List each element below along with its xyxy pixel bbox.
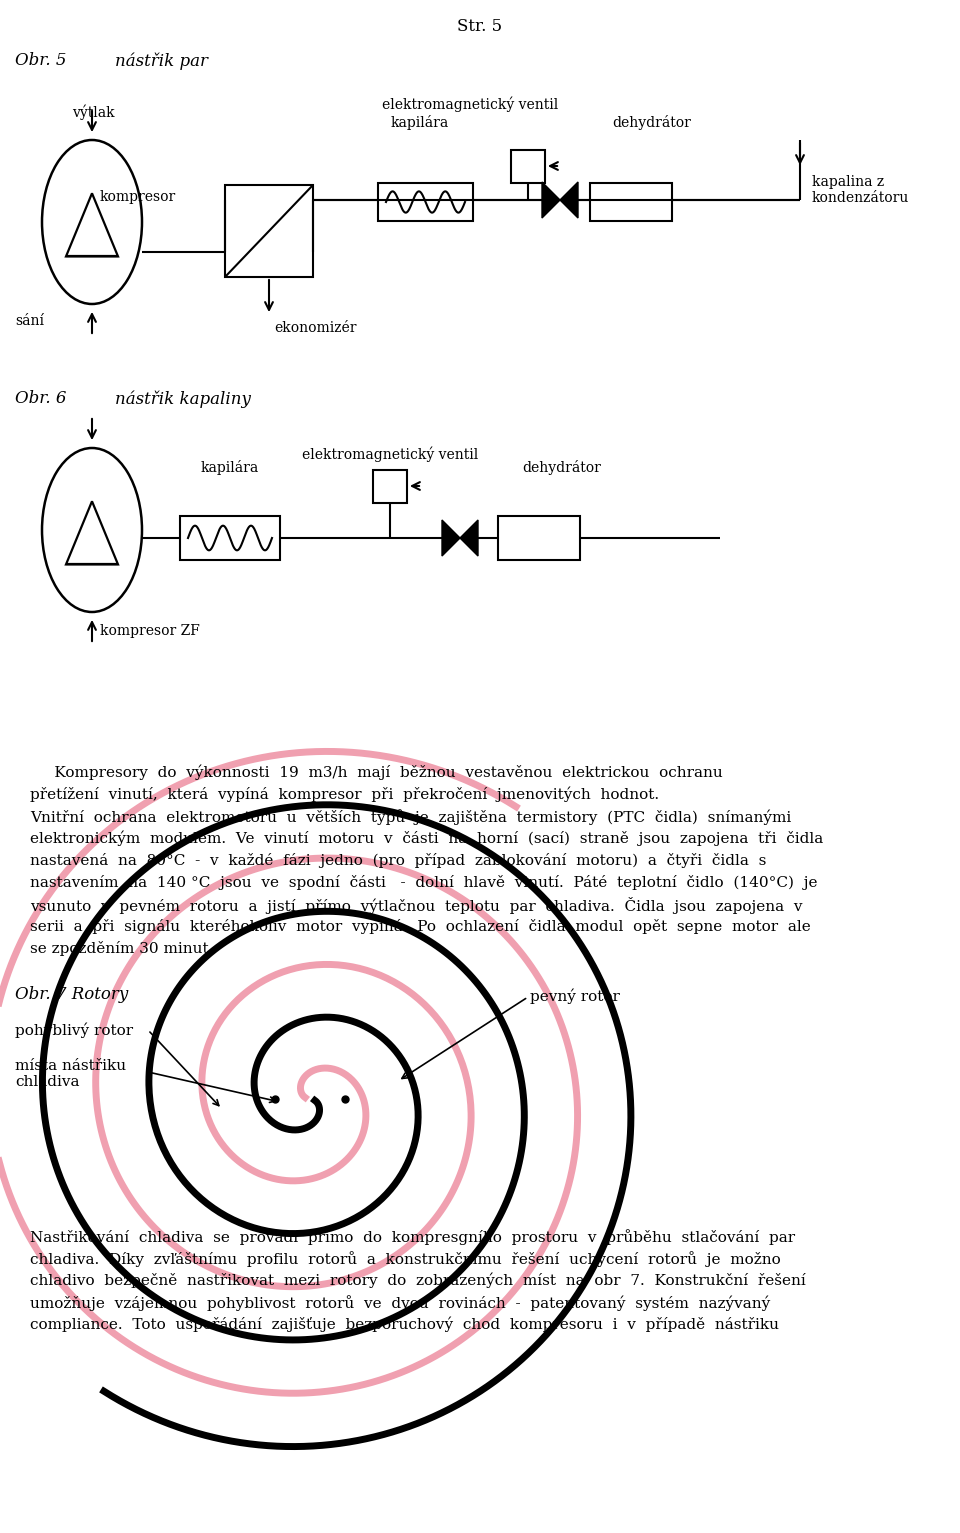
Polygon shape — [460, 520, 478, 556]
Text: chladivo  bezpečně  nastřikovat  mezi  rotory  do  zobrazených  míst  na  obr  7: chladivo bezpečně nastřikovat mezi rotor… — [30, 1272, 805, 1289]
Text: nastavená  na  80°C  -  v  každé  fázi  jedno  (pro  případ  zablokování  motoru: nastavená na 80°C - v každé fázi jedno (… — [30, 852, 766, 868]
Text: Kompresory  do  výkonnosti  19  m3/h  mají  běžnou  vestavěnou  elektrickou  och: Kompresory do výkonnosti 19 m3/h mají bě… — [30, 765, 723, 780]
Bar — [180, 517, 280, 560]
Text: nástřik par: nástřik par — [115, 52, 208, 69]
Text: Obr. 7 Rotory: Obr. 7 Rotory — [15, 986, 129, 1003]
Text: se zpožděním 30 minut.: se zpožděním 30 minut. — [30, 941, 213, 957]
Text: elektronickým  modulem.  Ve  vinutí  motoru  v  části  na  horní  (sací)  straně: elektronickým modulem. Ve vinutí motoru … — [30, 831, 824, 846]
Polygon shape — [560, 182, 578, 218]
Bar — [373, 471, 407, 503]
Bar — [511, 150, 545, 182]
Polygon shape — [542, 182, 560, 218]
Text: pohyblivý rotor: pohyblivý rotor — [15, 1023, 133, 1038]
Text: Obr. 6: Obr. 6 — [15, 389, 66, 406]
Text: chladiva.  Díky  zvľáštnímu  profilu  rotorů  a  konstrukčnímu  řešení  uchycení: chladiva. Díky zvľáštnímu profilu rotorů… — [30, 1251, 780, 1266]
Text: ekonomizér: ekonomizér — [274, 320, 356, 336]
Text: serii  a  při  signálu  kteréhokoliv  motor  vypíná.  Po  ochlazení  čidla  modu: serii a při signálu kteréhokoliv motor v… — [30, 918, 811, 934]
Text: dehydrátor: dehydrátor — [612, 115, 691, 130]
Bar — [225, 185, 313, 277]
Text: compliance.  Toto  uspořádání  zajišťuje  bezporuchový  chod  kompresoru  i  v  : compliance. Toto uspořádání zajišťuje be… — [30, 1317, 779, 1332]
Text: Nastřikování  chladiva  se  provádí  přímo  do  kompresgního  prostoru  v  průbě: Nastřikování chladiva se provádí přímo d… — [30, 1229, 795, 1245]
Text: nástřik kapaliny: nástřik kapaliny — [115, 389, 251, 408]
Text: výtlak: výtlak — [72, 104, 114, 120]
Bar — [498, 517, 580, 560]
Text: umožňuje  vzájemnou  pohyblivost  rotorů  ve  dvou  rovinách  -  patentovaný  sy: umožňuje vzájemnou pohyblivost rotorů ve… — [30, 1295, 770, 1311]
Text: elektromagnetický ventil: elektromagnetický ventil — [382, 97, 558, 112]
Bar — [378, 182, 473, 221]
Text: kapilára: kapilára — [201, 460, 259, 475]
Text: Obr. 5: Obr. 5 — [15, 52, 66, 69]
Text: dehydrátor: dehydrátor — [522, 460, 601, 475]
Text: elektromagnetický ventil: elektromagnetický ventil — [301, 448, 478, 463]
Text: Str. 5: Str. 5 — [457, 18, 503, 35]
Text: vsunuto  v  pevném  rotoru  a  jistí  přímo  výtlačnou  teplotu  par  chladiva. : vsunuto v pevném rotoru a jistí přímo vý… — [30, 897, 803, 914]
Text: kompresor: kompresor — [100, 190, 177, 204]
Text: pevný rotor: pevný rotor — [530, 989, 620, 1004]
Text: nastavením  na  140 °C  jsou  ve  spodní  části   -  dolní  hlavě  vinutí.  Páté: nastavením na 140 °C jsou ve spodní část… — [30, 875, 818, 891]
Text: místa nástřiku
chladiva: místa nástřiku chladiva — [15, 1059, 126, 1090]
Text: kapalina z
kondenzátoru: kapalina z kondenzátoru — [812, 175, 909, 205]
Bar — [590, 182, 672, 221]
Text: sání: sání — [15, 314, 44, 328]
Text: přetížení  vinutí,  která  vypíná  kompresor  při  překročení  jmenovitých  hodn: přetížení vinutí, která vypíná kompresor… — [30, 786, 660, 802]
Text: kompresor ZF: kompresor ZF — [100, 624, 200, 638]
Polygon shape — [442, 520, 460, 556]
Text: Vnitřní  ochrana  elektromotorů  u  větších  typů  je  zajištěna  termistory  (P: Vnitřní ochrana elektromotorů u větších … — [30, 809, 791, 825]
Text: kapilára: kapilára — [391, 115, 449, 130]
